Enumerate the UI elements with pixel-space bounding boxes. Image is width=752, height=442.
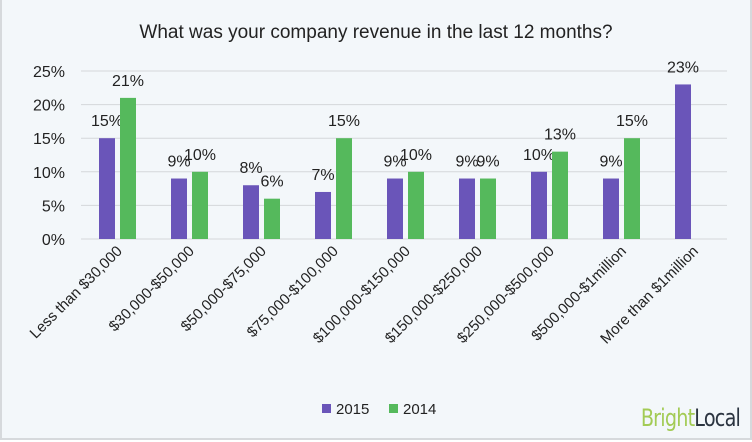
legend-label: 2015 [336, 401, 369, 418]
bar-2015 [459, 178, 475, 239]
bar-2015 [387, 178, 403, 239]
bar-2014 [480, 178, 496, 239]
data-label: 9% [455, 154, 478, 171]
bar-2014 [552, 151, 568, 239]
data-label: 10% [400, 147, 432, 164]
bar-2015 [603, 178, 619, 239]
logo-part1: Bright [640, 404, 695, 432]
bar-2014 [624, 138, 640, 239]
data-label: 9% [476, 154, 499, 171]
y-tick-label: 25% [33, 64, 65, 81]
bar-2014 [336, 138, 352, 239]
bar-2015 [531, 171, 547, 239]
bar-2015 [171, 178, 187, 239]
bar-2015 [675, 84, 691, 239]
logo-part2: Local [694, 404, 741, 432]
y-tick-label: 15% [33, 131, 65, 148]
y-tick-label: 20% [33, 98, 65, 115]
data-label: 7% [311, 167, 334, 184]
data-label: 13% [544, 127, 576, 144]
legend-swatch [389, 404, 398, 413]
legend-label: 2014 [403, 401, 436, 418]
brightlocal-logo: BrightLocal [640, 404, 741, 432]
y-tick-label: 0% [42, 232, 65, 249]
bar-2015 [243, 185, 259, 239]
data-label: 10% [523, 147, 555, 164]
y-tick-label: 10% [33, 165, 65, 182]
data-label: 15% [91, 113, 123, 130]
data-label: 6% [260, 174, 283, 191]
data-label: 9% [599, 154, 622, 171]
data-label: 10% [184, 147, 216, 164]
bar-2014 [120, 97, 136, 239]
data-label: 15% [328, 113, 360, 130]
data-label: 21% [112, 73, 144, 90]
data-label: 9% [167, 154, 190, 171]
data-label: 8% [239, 160, 262, 177]
bar-2014 [264, 198, 280, 239]
bar-2015 [99, 138, 115, 239]
bar-2015 [315, 191, 331, 239]
y-tick-label: 5% [42, 198, 65, 215]
bar-2014 [192, 171, 208, 239]
bar-2014 [408, 171, 424, 239]
data-label: 9% [383, 154, 406, 171]
data-label: 15% [616, 113, 648, 130]
data-label: 23% [667, 59, 699, 76]
chart-title: What was your company revenue in the las… [139, 22, 612, 43]
legend-swatch [322, 404, 331, 413]
